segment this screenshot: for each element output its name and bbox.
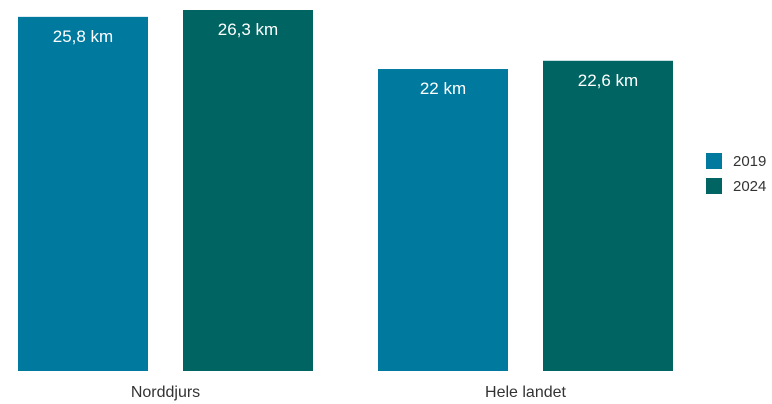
bar-2019-0 [18,16,148,371]
legend-label: 2019 [733,153,766,170]
legend-label: 2024 [733,178,766,195]
bar-2024-1 [543,60,673,371]
bar-2019-1 [378,69,508,371]
data-label: 26,3 km [218,20,278,39]
data-labels-layer: 25,8 km 26,3 km 22 km 22,6 km [53,20,638,98]
category-labels-layer: Norddjurs Hele landet [131,384,567,401]
bar-2024-0 [183,10,313,371]
data-label: 25,8 km [53,27,113,46]
category-label: Norddjurs [131,384,200,401]
category-label: Hele landet [485,384,567,401]
legend-swatch-2019 [706,153,722,169]
legend-swatch-2024 [706,178,722,194]
data-label: 22,6 km [578,71,638,90]
legend: 2019 2024 [706,153,766,195]
bars-layer [18,10,673,371]
data-label: 22 km [420,79,466,98]
